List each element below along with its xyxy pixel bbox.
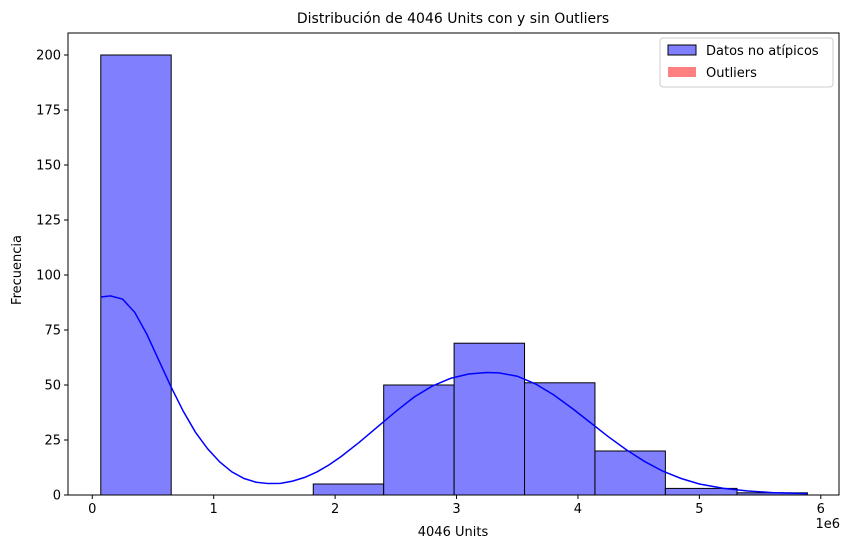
y-tick-label: 175 (36, 104, 61, 119)
legend-label-outliers: Outliers (706, 66, 757, 81)
x-tick-label: 1 (210, 502, 218, 517)
x-axis-offset-label: 1e6 (815, 517, 840, 532)
legend-swatch-outliers (668, 67, 696, 77)
legend-frame (659, 37, 834, 88)
legend-swatch-datos-no-atipicos (667, 44, 697, 56)
histogram-bar-3 (312, 483, 385, 496)
histogram-bars (100, 54, 808, 496)
y-tick-label: 0 (53, 489, 61, 504)
histogram-bar-7 (594, 450, 666, 496)
y-tick-label: 75 (44, 324, 61, 339)
x-tick-label: 2 (331, 502, 339, 517)
chart-title: Distribución de 4046 Units con y sin Out… (297, 11, 609, 27)
histogram-bar-6 (524, 382, 596, 496)
x-tick-label: 3 (452, 502, 460, 517)
y-tick-label: 50 (44, 379, 61, 394)
legend-label-datos-no-atipicos: Datos no atípicos (706, 44, 819, 59)
y-tick-label: 200 (36, 49, 61, 64)
x-tick-label: 0 (88, 502, 96, 517)
histogram-bar-5 (453, 342, 526, 496)
y-tick-label: 100 (36, 269, 61, 284)
x-tick-label: 4 (574, 502, 582, 517)
y-axis: 0 25 50 75 100 125 150 175 200 (36, 49, 68, 504)
histogram-bar-0 (100, 54, 172, 496)
y-tick-label: 150 (36, 159, 61, 174)
y-axis-label: Frecuencia (10, 235, 25, 305)
x-tick-label: 5 (695, 502, 703, 517)
x-axis: 0 1 2 3 4 5 6 (88, 495, 825, 517)
plot-frame (67, 32, 840, 496)
x-axis-label: 4046 Units (418, 525, 489, 540)
x-tick-label: 6 (817, 502, 825, 517)
y-tick-label: 25 (44, 434, 61, 449)
y-tick-label: 125 (36, 214, 61, 229)
legend: Datos no atípicos Outliers (659, 37, 834, 88)
histogram-bar-4 (383, 384, 455, 496)
kde-curve (100, 295, 808, 495)
